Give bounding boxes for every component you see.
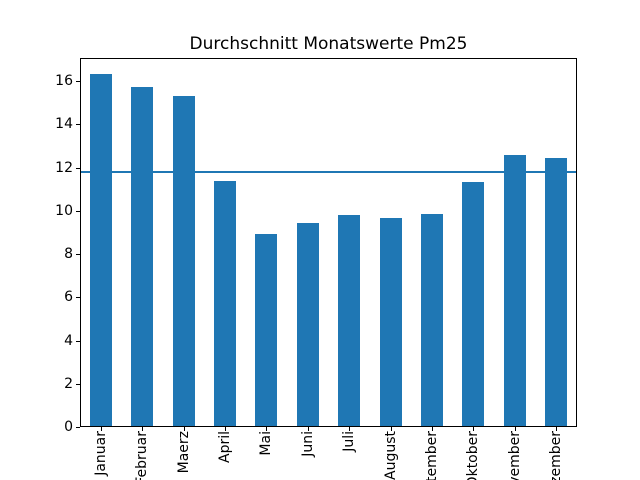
- bar-september: [421, 214, 444, 426]
- y-tick: [76, 383, 80, 385]
- x-tick: [556, 427, 558, 431]
- bar-januar: [89, 73, 112, 426]
- y-tick-label-4: 4: [64, 332, 73, 349]
- x-tick: [349, 427, 351, 431]
- y-tick: [76, 297, 80, 299]
- bar-april: [213, 180, 236, 426]
- bar-mai: [255, 233, 278, 426]
- x-tick: [100, 427, 102, 431]
- x-tick-label-februar: Februar: [134, 431, 151, 480]
- x-tick-label-oktober: Oktober: [465, 431, 482, 480]
- x-tick-label-august: August: [382, 431, 399, 480]
- bar-oktober: [462, 181, 485, 426]
- x-tick-label-januar: Januar: [92, 431, 109, 476]
- bar-februar: [131, 86, 154, 426]
- y-tick: [76, 81, 80, 83]
- bar-november: [503, 154, 526, 426]
- y-tick: [76, 124, 80, 126]
- y-tick-label-8: 8: [64, 246, 73, 263]
- plot-area: [80, 58, 577, 427]
- x-tick-label-juli: Juli: [341, 431, 358, 452]
- y-tick-label-14: 14: [55, 116, 73, 133]
- x-tick: [390, 427, 392, 431]
- y-tick-label-6: 6: [64, 289, 73, 306]
- x-tick-label-november: November: [506, 431, 523, 480]
- x-tick-label-mai: Mai: [258, 431, 275, 456]
- x-tick-label-september: September: [424, 431, 441, 480]
- x-tick: [224, 427, 226, 431]
- y-tick: [76, 167, 80, 169]
- x-tick: [266, 427, 268, 431]
- y-tick-label-2: 2: [64, 375, 73, 392]
- x-tick: [514, 427, 516, 431]
- x-tick: [473, 427, 475, 431]
- y-tick: [76, 210, 80, 212]
- bar-juli: [338, 215, 361, 426]
- bar-juni: [296, 222, 319, 426]
- y-tick: [76, 254, 80, 256]
- x-tick: [307, 427, 309, 431]
- bar-dezember: [545, 157, 568, 426]
- x-tick: [183, 427, 185, 431]
- x-tick-label-dezember: Dezember: [548, 431, 565, 480]
- x-tick-label-april: April: [216, 431, 233, 463]
- y-tick-label-16: 16: [55, 73, 73, 90]
- chart-title: Durchschnitt Monatswerte Pm25: [189, 34, 468, 54]
- x-tick: [432, 427, 434, 431]
- x-tick-label-maerz: Maerz: [175, 431, 192, 474]
- y-tick-label-12: 12: [55, 159, 73, 176]
- bar-maerz: [172, 96, 195, 426]
- y-tick-label-10: 10: [55, 202, 73, 219]
- x-tick-label-juni: Juni: [299, 431, 316, 457]
- y-tick-label-0: 0: [64, 419, 73, 435]
- x-tick: [142, 427, 144, 431]
- y-tick: [76, 340, 80, 342]
- y-tick: [76, 427, 80, 428]
- bar-august: [379, 218, 402, 426]
- average-line: [81, 170, 576, 173]
